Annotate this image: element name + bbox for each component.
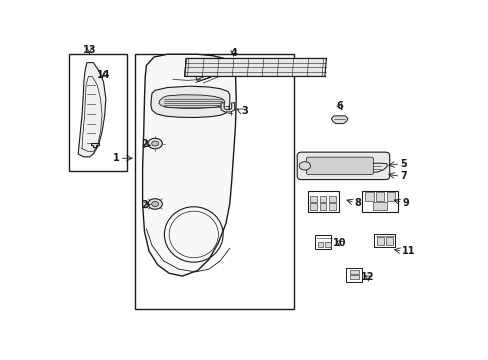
Text: 4: 4 [230,48,237,58]
Polygon shape [151,86,229,117]
Text: 12: 12 [361,273,374,283]
Bar [376,237,383,245]
Polygon shape [221,103,234,112]
Bar [386,192,394,201]
Text: 14: 14 [97,70,110,80]
Bar [365,192,373,201]
Text: 11: 11 [401,246,415,256]
Circle shape [147,199,162,209]
Bar [135,54,294,309]
Bar [325,242,330,247]
Bar [310,195,317,202]
Bar [385,237,392,245]
Bar [310,203,317,210]
Text: 9: 9 [401,198,408,208]
Polygon shape [184,58,326,76]
FancyBboxPatch shape [297,152,389,180]
Bar [349,275,359,279]
Polygon shape [159,95,224,108]
Bar [373,234,394,247]
Circle shape [151,141,158,146]
Text: 7: 7 [400,171,406,181]
Circle shape [147,138,162,149]
Text: 1: 1 [113,153,120,163]
Bar [372,202,386,210]
Polygon shape [331,116,347,123]
Circle shape [151,202,158,207]
Polygon shape [90,143,99,147]
Text: 2: 2 [141,201,147,210]
Bar [346,268,361,282]
Bar [68,54,127,171]
Text: 5: 5 [400,159,406,169]
Bar [319,203,326,210]
Polygon shape [78,63,105,157]
Text: 3: 3 [241,106,247,116]
Polygon shape [142,54,236,276]
Bar [328,195,335,202]
Text: 13: 13 [82,45,96,55]
Text: 8: 8 [354,198,361,208]
Bar [328,203,335,210]
Polygon shape [364,163,386,172]
Bar [307,191,339,212]
Bar [319,195,326,202]
Bar [317,242,323,247]
Polygon shape [195,63,235,81]
Text: 2: 2 [141,139,147,149]
Bar [314,235,330,249]
Bar [349,270,359,274]
Bar [375,192,384,201]
Text: 10: 10 [332,238,346,248]
Bar [362,191,398,212]
Text: 6: 6 [336,100,343,111]
FancyBboxPatch shape [305,157,373,175]
Circle shape [299,162,310,170]
